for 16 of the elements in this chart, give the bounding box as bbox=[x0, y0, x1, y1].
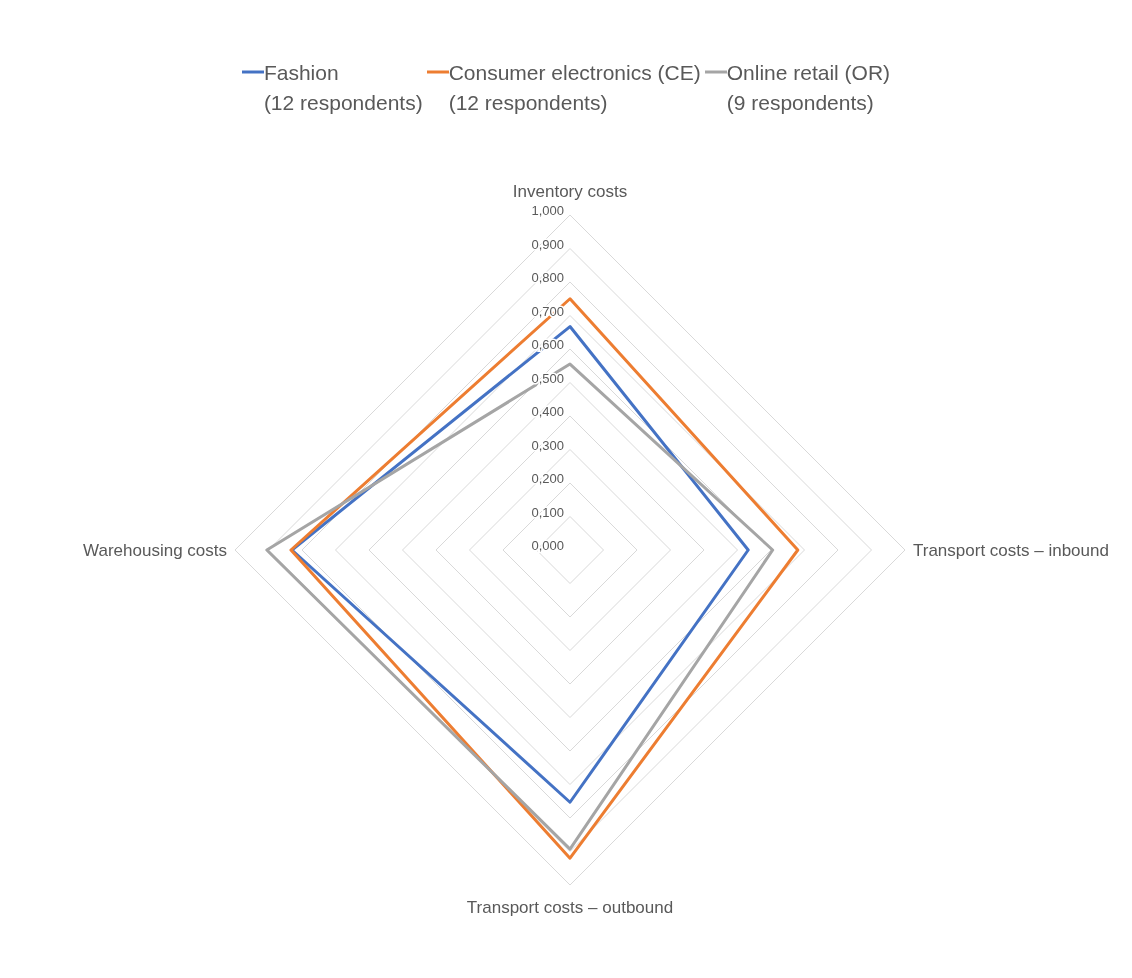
spoke-label: Transport costs – outbound bbox=[466, 897, 674, 917]
y-tick-label: 0,800 bbox=[531, 270, 564, 285]
y-tick-label: 0,500 bbox=[531, 370, 564, 386]
spoke-label: Warehousing costs bbox=[83, 540, 227, 560]
y-tick-label: 0,400 bbox=[531, 404, 564, 419]
legend-label: Fashion (12 respondents) bbox=[263, 60, 423, 116]
y-tick-label: 0,300 bbox=[531, 437, 564, 453]
y-tick-label: 0,200 bbox=[531, 471, 564, 486]
legend-label: Consumer electronics (CE) (12 respondents) bbox=[448, 60, 701, 116]
spoke-label: Inventory costs bbox=[512, 181, 628, 201]
legend-label: Online retail (OR) (9 respondents) bbox=[726, 60, 891, 116]
y-tick-label: 1,000 bbox=[531, 203, 564, 218]
y-tick-label: 0,100 bbox=[531, 504, 564, 520]
y-tick-label: 0,000 bbox=[531, 538, 564, 553]
spoke-label: Transport costs – inbound bbox=[913, 540, 1109, 560]
y-tick-label: 0,900 bbox=[531, 236, 564, 252]
